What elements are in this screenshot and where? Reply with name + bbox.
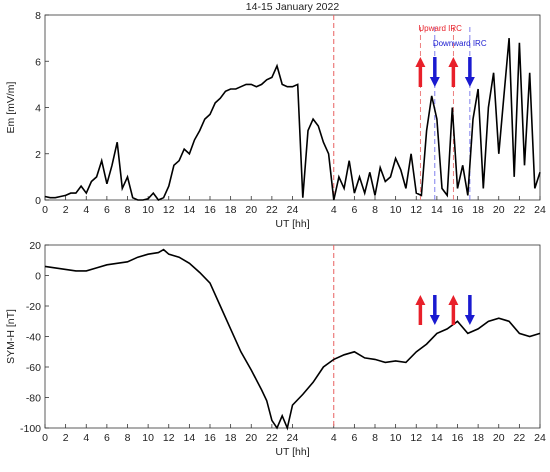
- x-tick-label: 4: [83, 204, 89, 216]
- x-tick-label: 24: [534, 432, 546, 444]
- x-tick-label: 4: [331, 204, 337, 216]
- x-tick-label: 2: [63, 204, 69, 216]
- x-tick-label: 16: [452, 204, 464, 216]
- x-tick-label: 10: [390, 204, 402, 216]
- x-tick-label: 14: [184, 204, 196, 216]
- x-tick-label: 12: [410, 204, 422, 216]
- x-tick-label: 12: [163, 432, 175, 444]
- y-tick-label: 20: [29, 240, 41, 252]
- x-tick-label: 24: [287, 432, 299, 444]
- up-arrow: [448, 57, 459, 87]
- x-tick-label: 8: [372, 432, 378, 444]
- y-tick-label: 6: [35, 56, 41, 68]
- x-tick-label: 22: [514, 432, 526, 444]
- x-tick-label: 16: [204, 432, 216, 444]
- x-tick-label: 10: [390, 432, 402, 444]
- annotation: Upward IRC: [418, 24, 462, 33]
- y-axis-label: SYM-H [nT]: [5, 309, 17, 364]
- annotation: Downward IRC: [433, 39, 487, 48]
- down-arrow: [429, 295, 440, 325]
- x-tick-label: 20: [245, 204, 257, 216]
- y-tick-label: 0: [35, 271, 41, 283]
- down-arrow: [464, 57, 475, 87]
- y-tick-label: 0: [35, 195, 41, 207]
- x-tick-label: 10: [142, 204, 154, 216]
- x-tick-label: 18: [472, 432, 484, 444]
- y-tick-label: -40: [26, 332, 41, 344]
- data-line: [44, 38, 541, 201]
- x-tick-label: 6: [351, 204, 357, 216]
- x-tick-label: 18: [225, 204, 237, 216]
- x-tick-label: 22: [266, 432, 278, 444]
- y-axis-label: Em [mV/m]: [5, 81, 17, 133]
- y-tick-label: -20: [26, 301, 41, 313]
- x-tick-label: 10: [142, 432, 154, 444]
- y-tick-label: -60: [26, 362, 41, 374]
- data-line: [44, 248, 541, 431]
- x-tick-label: 12: [163, 204, 175, 216]
- plot-frame: [44, 244, 541, 429]
- x-tick-label: 16: [204, 204, 216, 216]
- down-arrow: [464, 295, 475, 325]
- x-tick-label: 2: [63, 432, 69, 444]
- x-tick-label: 20: [493, 432, 505, 444]
- x-tick-label: 20: [245, 432, 257, 444]
- x-tick-label: 24: [287, 204, 299, 216]
- x-tick-label: 22: [266, 204, 278, 216]
- x-tick-label: 20: [493, 204, 505, 216]
- x-tick-label: 16: [452, 432, 464, 444]
- y-tick-label: 8: [35, 10, 41, 22]
- x-tick-label: 8: [125, 432, 131, 444]
- x-tick-label: 6: [104, 204, 110, 216]
- x-tick-label: 22: [514, 204, 526, 216]
- x-tick-label: 6: [104, 432, 110, 444]
- up-arrow: [415, 295, 426, 325]
- x-tick-label: 0: [42, 432, 48, 444]
- x-tick-label: 18: [472, 204, 484, 216]
- y-tick-label: 4: [35, 103, 41, 115]
- x-tick-label: 4: [331, 432, 337, 444]
- y-tick-label: -80: [26, 393, 41, 405]
- x-axis-label: UT [hh]: [275, 446, 309, 458]
- x-tick-label: 14: [431, 432, 443, 444]
- x-axis-label: UT [hh]: [275, 218, 309, 230]
- y-tick-label: -100: [20, 423, 41, 435]
- x-tick-label: 14: [431, 204, 443, 216]
- down-arrow: [429, 57, 440, 87]
- x-tick-label: 8: [125, 204, 131, 216]
- x-tick-label: 0: [42, 204, 48, 216]
- x-tick-label: 12: [410, 432, 422, 444]
- up-arrow: [415, 57, 426, 87]
- up-arrow: [448, 295, 459, 325]
- chart-title: 14-15 January 2022: [246, 1, 340, 13]
- x-tick-label: 4: [83, 432, 89, 444]
- x-tick-label: 8: [372, 204, 378, 216]
- x-tick-label: 24: [534, 204, 546, 216]
- x-tick-label: 18: [225, 432, 237, 444]
- x-tick-label: 6: [351, 432, 357, 444]
- y-tick-label: 2: [35, 149, 41, 161]
- x-tick-label: 14: [184, 432, 196, 444]
